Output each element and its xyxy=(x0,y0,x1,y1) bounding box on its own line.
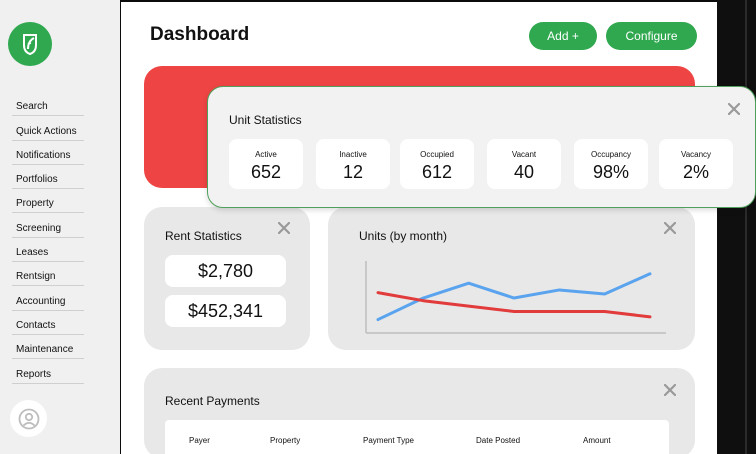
sidebar: Search Quick Actions Notifications Portf… xyxy=(0,0,120,454)
sidebar-item-accounting[interactable]: Accounting xyxy=(12,286,84,311)
avatar[interactable] xyxy=(10,400,47,437)
sidebar-item-notifications[interactable]: Notifications xyxy=(12,141,84,165)
column-header-payment-type[interactable]: Payment Type xyxy=(363,436,414,445)
stat-occupied: Occupied 612 xyxy=(400,139,474,189)
background-frame xyxy=(717,0,756,454)
close-icon[interactable] xyxy=(664,222,676,234)
page-title: Dashboard xyxy=(150,24,250,45)
payments-table-header: Payer Property Payment Type Date Posted … xyxy=(165,420,669,454)
stat-vacancy: Vacancy 2% xyxy=(659,139,733,189)
unit-statistics-panel: Unit Statistics Active 652 Inactive 12 O… xyxy=(207,86,756,208)
column-header-payer[interactable]: Payer xyxy=(189,436,210,445)
stat-vacant: Vacant 40 xyxy=(487,139,561,189)
rent-statistics-card: Rent Statistics $2,780 $452,341 xyxy=(144,207,310,350)
user-icon xyxy=(18,408,39,429)
recent-payments-title: Recent Payments xyxy=(165,394,260,408)
add-button[interactable]: Add + xyxy=(529,22,597,50)
main-content: Dashboard Add + Configure Rent Statistic… xyxy=(121,2,717,454)
sidebar-item-leases[interactable]: Leases xyxy=(12,238,84,263)
stat-occupancy: Occupancy 98% xyxy=(574,139,648,189)
app-logo[interactable] xyxy=(8,22,52,66)
sidebar-item-portfolios[interactable]: Portfolios xyxy=(12,165,84,190)
sidebar-item-quick-actions[interactable]: Quick Actions xyxy=(12,116,84,141)
sidebar-item-maintenance[interactable]: Maintenance xyxy=(12,335,84,360)
column-header-property[interactable]: Property xyxy=(270,436,301,445)
leaf-shield-icon xyxy=(23,34,37,56)
sidebar-nav: Search Quick Actions Notifications Portf… xyxy=(12,92,84,384)
unit-statistics-title: Unit Statistics xyxy=(229,113,302,127)
configure-button[interactable]: Configure xyxy=(606,22,697,50)
column-header-date-posted[interactable]: Date Posted xyxy=(476,436,521,445)
close-icon[interactable] xyxy=(664,384,676,396)
units-line-chart xyxy=(365,261,666,334)
units-chart-title: Units (by month) xyxy=(359,229,448,243)
rent-value-monthly: $2,780 xyxy=(165,255,286,287)
close-icon[interactable] xyxy=(278,222,290,234)
sidebar-item-screening[interactable]: Screening xyxy=(12,213,84,238)
close-icon[interactable] xyxy=(728,103,740,115)
series-line-0 xyxy=(376,272,652,322)
stat-inactive: Inactive 12 xyxy=(316,139,390,189)
column-header-amount[interactable]: Amount xyxy=(583,436,611,445)
recent-payments-card: Recent Payments Payer Property Payment T… xyxy=(144,368,695,454)
rent-statistics-title: Rent Statistics xyxy=(165,229,242,243)
units-by-month-card: Units (by month) xyxy=(328,207,695,350)
sidebar-item-rentsign[interactable]: Rentsign xyxy=(12,262,84,287)
sidebar-item-property[interactable]: Property xyxy=(12,189,84,214)
rent-value-total: $452,341 xyxy=(165,295,286,327)
series-line-1 xyxy=(376,291,652,319)
stat-active: Active 652 xyxy=(229,139,303,189)
sidebar-item-contacts[interactable]: Contacts xyxy=(12,311,84,335)
sidebar-item-reports[interactable]: Reports xyxy=(12,359,84,384)
sidebar-item-search[interactable]: Search xyxy=(12,92,84,117)
